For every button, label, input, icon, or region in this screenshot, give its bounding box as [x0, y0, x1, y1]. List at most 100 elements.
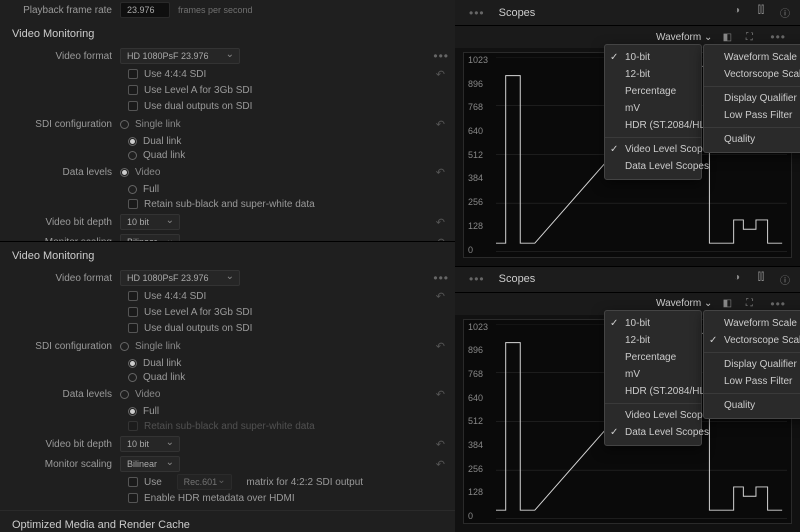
dualout-checkbox-2[interactable] [128, 323, 138, 333]
menu-item-data-level[interactable]: Data Level Scopes [605, 158, 701, 175]
datalevels-label-2: Data levels [10, 389, 120, 400]
panel-menu-icon[interactable]: ••• [427, 49, 455, 63]
menu-item-quality[interactable]: Quality [704, 131, 800, 148]
dl-video-label: Video [135, 167, 160, 178]
menu-item-vectorscope-style[interactable]: Vectorscope Scale Style [704, 332, 800, 349]
video-format-select-2[interactable]: HD 1080PsF 23.976 [120, 270, 240, 286]
dl-video-radio[interactable] [120, 168, 129, 177]
reset-icon[interactable]: ↶ [436, 166, 445, 179]
sdi-dual-radio[interactable] [128, 137, 137, 146]
bitdepth-label-2: Video bit depth [10, 439, 120, 450]
dl-full-radio-2[interactable] [128, 407, 137, 416]
scope-options-icon[interactable]: ••• [764, 297, 792, 311]
menu-item-waveform-style[interactable]: Waveform Scale Style [704, 315, 800, 332]
scope-options-icon[interactable]: ••• [764, 30, 792, 44]
menu-item-qualifier-focus[interactable]: Display Qualifier Focus [704, 356, 800, 373]
retain-checkbox-2 [128, 421, 138, 431]
use444-checkbox-2[interactable] [128, 291, 138, 301]
scopes-title-2: Scopes [499, 273, 536, 285]
waveform-mode-select[interactable]: Waveform ⌄ [656, 32, 712, 43]
waveform-mode-select-2[interactable]: Waveform ⌄ [656, 298, 712, 309]
menu-item-vectorscope-style[interactable]: Vectorscope Scale Style [704, 66, 800, 83]
menu-item-lowpass[interactable]: Low Pass Filter [704, 107, 800, 124]
menu-item-12bit[interactable]: 12-bit [605, 66, 701, 83]
scope-expand-icon[interactable]: ⛶ [742, 32, 756, 43]
menu-item-quality[interactable]: Quality [704, 397, 800, 414]
menu-item-hdr[interactable]: HDR (ST.2084/HLG) [605, 117, 701, 134]
use-matrix-checkbox-2[interactable] [128, 477, 138, 487]
scope-scale-menu[interactable]: 10-bit 12-bit Percentage mV HDR (ST.2084… [604, 44, 702, 180]
sdi-quad-radio[interactable] [128, 151, 137, 160]
dl-video-radio-2[interactable] [120, 390, 129, 399]
menu-item-lowpass[interactable]: Low Pass Filter [704, 373, 800, 390]
reset-icon[interactable]: ↶ [436, 290, 445, 303]
sdi-quad-radio-2[interactable] [128, 373, 137, 382]
sdi-single-radio-2[interactable] [120, 342, 129, 351]
dl-full-label: Full [143, 184, 159, 195]
menu-item-10bit[interactable]: 10-bit [605, 315, 701, 332]
sdi-dual-label: Dual link [143, 136, 181, 147]
reset-icon[interactable]: ↶ [436, 118, 445, 131]
menu-item-12bit[interactable]: 12-bit [605, 332, 701, 349]
panel-menu-icon[interactable]: ••• [463, 272, 491, 286]
menu-item-mv[interactable]: mV [605, 366, 701, 383]
scope-color-icon[interactable]: ◧ [720, 298, 734, 309]
highlight-icon[interactable]: ◑ [730, 272, 744, 287]
info-icon[interactable]: ⓘ [778, 272, 792, 287]
dl-full-radio[interactable] [128, 185, 137, 194]
levela-label: Use Level A for 3Gb SDI [144, 85, 252, 96]
datalevels-label: Data levels [10, 167, 120, 178]
sdi-single-radio[interactable] [120, 120, 129, 129]
menu-item-qualifier-focus[interactable]: Display Qualifier Focus [704, 90, 800, 107]
scaling-select-2[interactable]: Bilinear [120, 456, 180, 472]
sdi-dual-radio-2[interactable] [128, 359, 137, 368]
video-format-label-2: Video format [10, 273, 120, 284]
reset-icon[interactable]: ↶ [436, 216, 445, 229]
scope-settings-menu[interactable]: Waveform Scale Style Vectorscope Scale S… [703, 44, 800, 153]
reset-icon[interactable]: ↶ [436, 340, 445, 353]
info-icon[interactable]: ⓘ [778, 5, 792, 20]
menu-item-10bit[interactable]: 10-bit [605, 49, 701, 66]
levela-checkbox[interactable] [128, 85, 138, 95]
scaling-label-2: Monitor scaling [10, 459, 120, 470]
retain-checkbox[interactable] [128, 199, 138, 209]
reset-icon[interactable]: ↶ [436, 388, 445, 401]
use444-checkbox[interactable] [128, 69, 138, 79]
sdi-single-label: Single link [135, 119, 181, 130]
scope-scale-menu-2[interactable]: 10-bit 12-bit Percentage mV HDR (ST.2084… [604, 310, 702, 446]
menu-item-video-level[interactable]: Video Level Scopes [605, 141, 701, 158]
matrix-select-2[interactable]: Rec.601 [177, 474, 232, 490]
playback-rate-input[interactable]: 23.976 [120, 2, 170, 18]
hdr-hdmi-checkbox-2[interactable] [128, 493, 138, 503]
reset-icon[interactable]: ↶ [436, 458, 445, 471]
menu-item-mv[interactable]: mV [605, 100, 701, 117]
video-monitoring-title: Video Monitoring [0, 20, 455, 46]
playback-rate-label: Playback frame rate [10, 5, 120, 16]
dualout-checkbox[interactable] [128, 101, 138, 111]
menu-item-hdr[interactable]: HDR (ST.2084/HLG) [605, 383, 701, 400]
chart-icon[interactable]: ⫿⫿ [754, 272, 768, 287]
reset-icon[interactable]: ↶ [436, 68, 445, 81]
scope-expand-icon[interactable]: ⛶ [742, 298, 756, 309]
menu-item-video-level[interactable]: Video Level Scopes [605, 407, 701, 424]
bitdepth-select[interactable]: 10 bit [120, 214, 180, 230]
panel-menu-icon[interactable]: ••• [463, 6, 491, 20]
reset-icon[interactable]: ↶ [436, 438, 445, 451]
panel-menu-icon[interactable]: ••• [427, 271, 455, 285]
bitdepth-select-2[interactable]: 10 bit [120, 436, 180, 452]
menu-item-percentage[interactable]: Percentage [605, 349, 701, 366]
chart-icon[interactable]: ⫿⫿ [754, 5, 768, 20]
retain-label: Retain sub-black and super-white data [144, 199, 315, 210]
highlight-icon[interactable]: ◑ [730, 5, 744, 20]
scope-color-icon[interactable]: ◧ [720, 32, 734, 43]
levela-checkbox-2[interactable] [128, 307, 138, 317]
menu-item-waveform-style[interactable]: Waveform Scale Style [704, 49, 800, 66]
scope-settings-menu-2[interactable]: Waveform Scale Style Vectorscope Scale S… [703, 310, 800, 419]
menu-item-data-level[interactable]: Data Level Scopes [605, 424, 701, 441]
dualout-label: Use dual outputs on SDI [144, 101, 252, 112]
bitdepth-label: Video bit depth [10, 217, 120, 228]
video-format-select[interactable]: HD 1080PsF 23.976 [120, 48, 240, 64]
menu-item-percentage[interactable]: Percentage [605, 83, 701, 100]
scaling-select[interactable]: Bilinear [120, 234, 180, 241]
playback-rate-suffix: frames per second [178, 5, 253, 15]
